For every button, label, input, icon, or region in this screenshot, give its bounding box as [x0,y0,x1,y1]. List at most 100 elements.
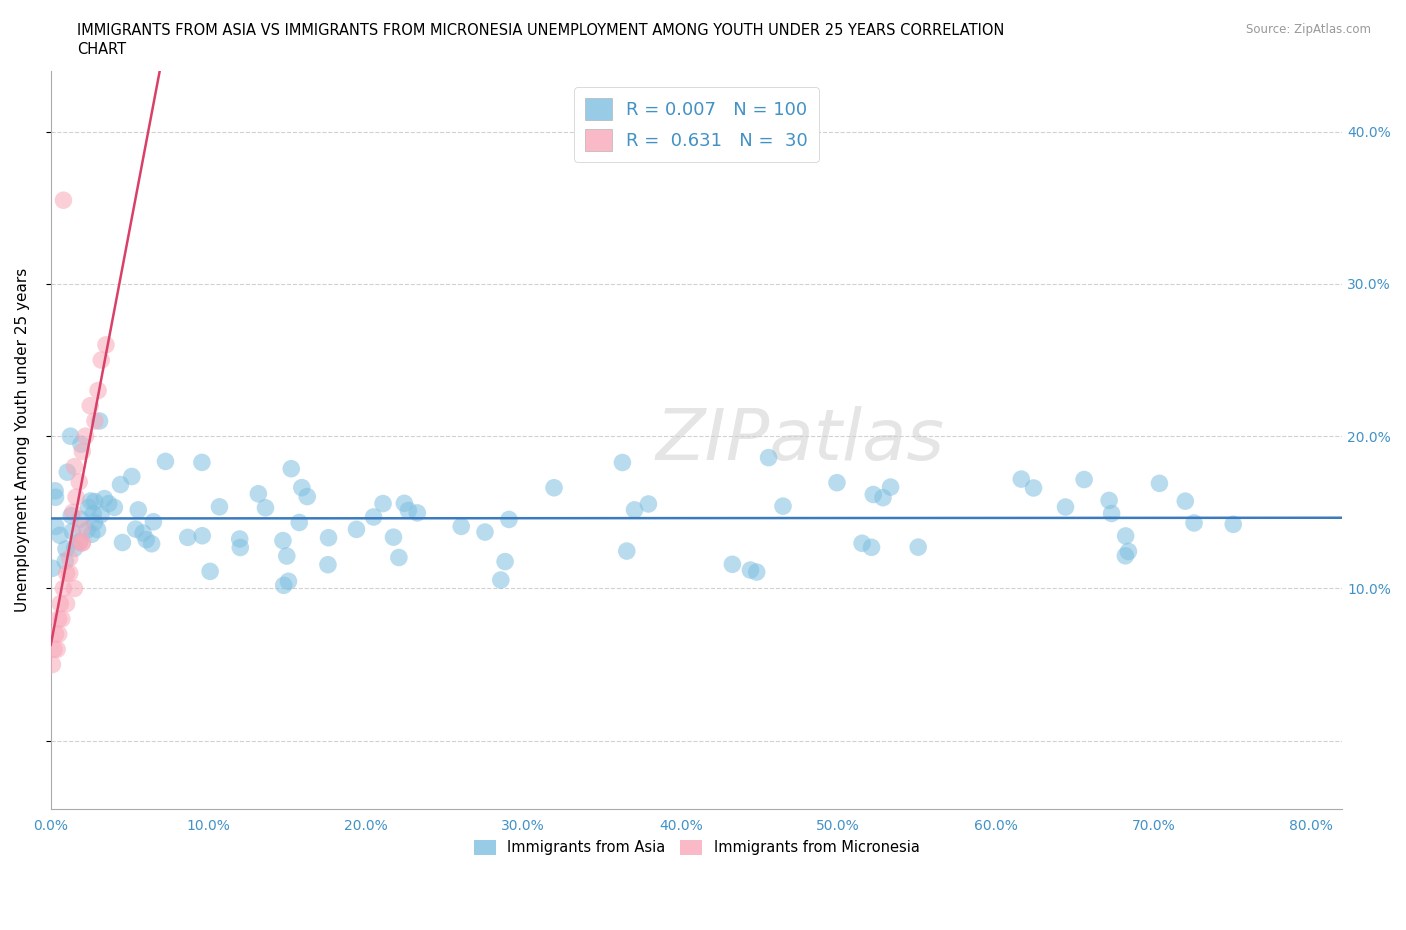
Point [79,398,101,413]
Point [70,437,93,452]
Point [67,474,90,489]
Point [862,487,884,502]
Point [872,490,894,505]
Point [48,611,70,626]
Point [60,524,83,538]
Point [198,564,221,578]
Point [72,536,94,551]
Point [177,530,200,545]
Point [103,500,125,515]
Point [135,532,157,547]
Point [67,536,90,551]
Point [94,338,117,352]
Point [616,544,638,559]
Point [82,506,104,521]
Point [1010,472,1032,486]
Point [80,527,103,542]
Point [273,578,295,592]
Point [277,574,299,589]
Point [1098,493,1121,508]
Point [1114,549,1136,564]
Point [1222,517,1244,532]
Point [291,480,314,495]
Point [297,489,319,504]
Text: Source: ZipAtlas.com: Source: ZipAtlas.com [1246,23,1371,36]
Point [1101,506,1123,521]
Point [49,528,72,543]
Point [543,480,565,495]
Point [254,500,277,515]
Point [228,532,250,547]
Point [394,496,416,511]
Point [110,477,132,492]
Point [62,505,84,520]
Point [498,512,520,527]
Point [155,454,177,469]
Point [83,494,105,509]
Point [141,537,163,551]
Point [879,480,901,495]
Point [363,510,385,525]
Point [51,611,73,626]
Point [93,491,115,506]
Point [208,499,231,514]
Point [758,450,780,465]
Point [1054,499,1077,514]
Point [60,508,83,523]
Point [907,539,929,554]
Point [97,497,120,512]
Point [316,557,339,572]
Point [772,498,794,513]
Point [280,461,302,476]
Point [52,581,75,596]
Point [382,530,405,545]
Point [63,581,86,596]
Point [46,642,69,657]
Point [53,553,76,568]
Point [474,525,496,539]
Point [90,352,112,367]
Point [63,541,86,556]
Point [63,459,86,474]
Point [124,522,146,537]
Point [69,512,91,526]
Point [65,490,87,505]
Point [49,596,72,611]
Point [860,539,883,554]
Legend: Immigrants from Asia, Immigrants from Micronesia: Immigrants from Asia, Immigrants from Mi… [468,834,925,861]
Y-axis label: Unemployment Among Youth under 25 years: Unemployment Among Youth under 25 years [15,268,30,612]
Text: CHART: CHART [77,42,127,57]
Point [59,551,82,565]
Point [69,534,91,549]
Point [1182,515,1205,530]
Point [79,494,101,509]
Point [1022,481,1045,496]
Point [45,519,67,534]
Point [1174,494,1197,509]
Point [191,455,214,470]
Point [45,627,67,642]
Point [76,523,98,538]
Point [84,414,107,429]
Point [612,455,634,470]
Point [75,429,97,444]
Point [121,469,143,484]
Point [276,549,298,564]
Point [87,383,110,398]
Point [388,550,411,565]
Point [740,563,762,578]
Point [318,530,340,545]
Point [494,554,516,569]
Point [72,520,94,535]
Point [90,507,112,522]
Point [55,565,77,580]
Point [59,565,82,580]
Point [1118,544,1140,559]
Point [406,506,429,521]
Point [346,522,368,537]
Point [229,540,252,555]
Point [41,561,63,576]
Point [86,522,108,537]
Point [1115,528,1137,543]
Point [48,627,70,642]
